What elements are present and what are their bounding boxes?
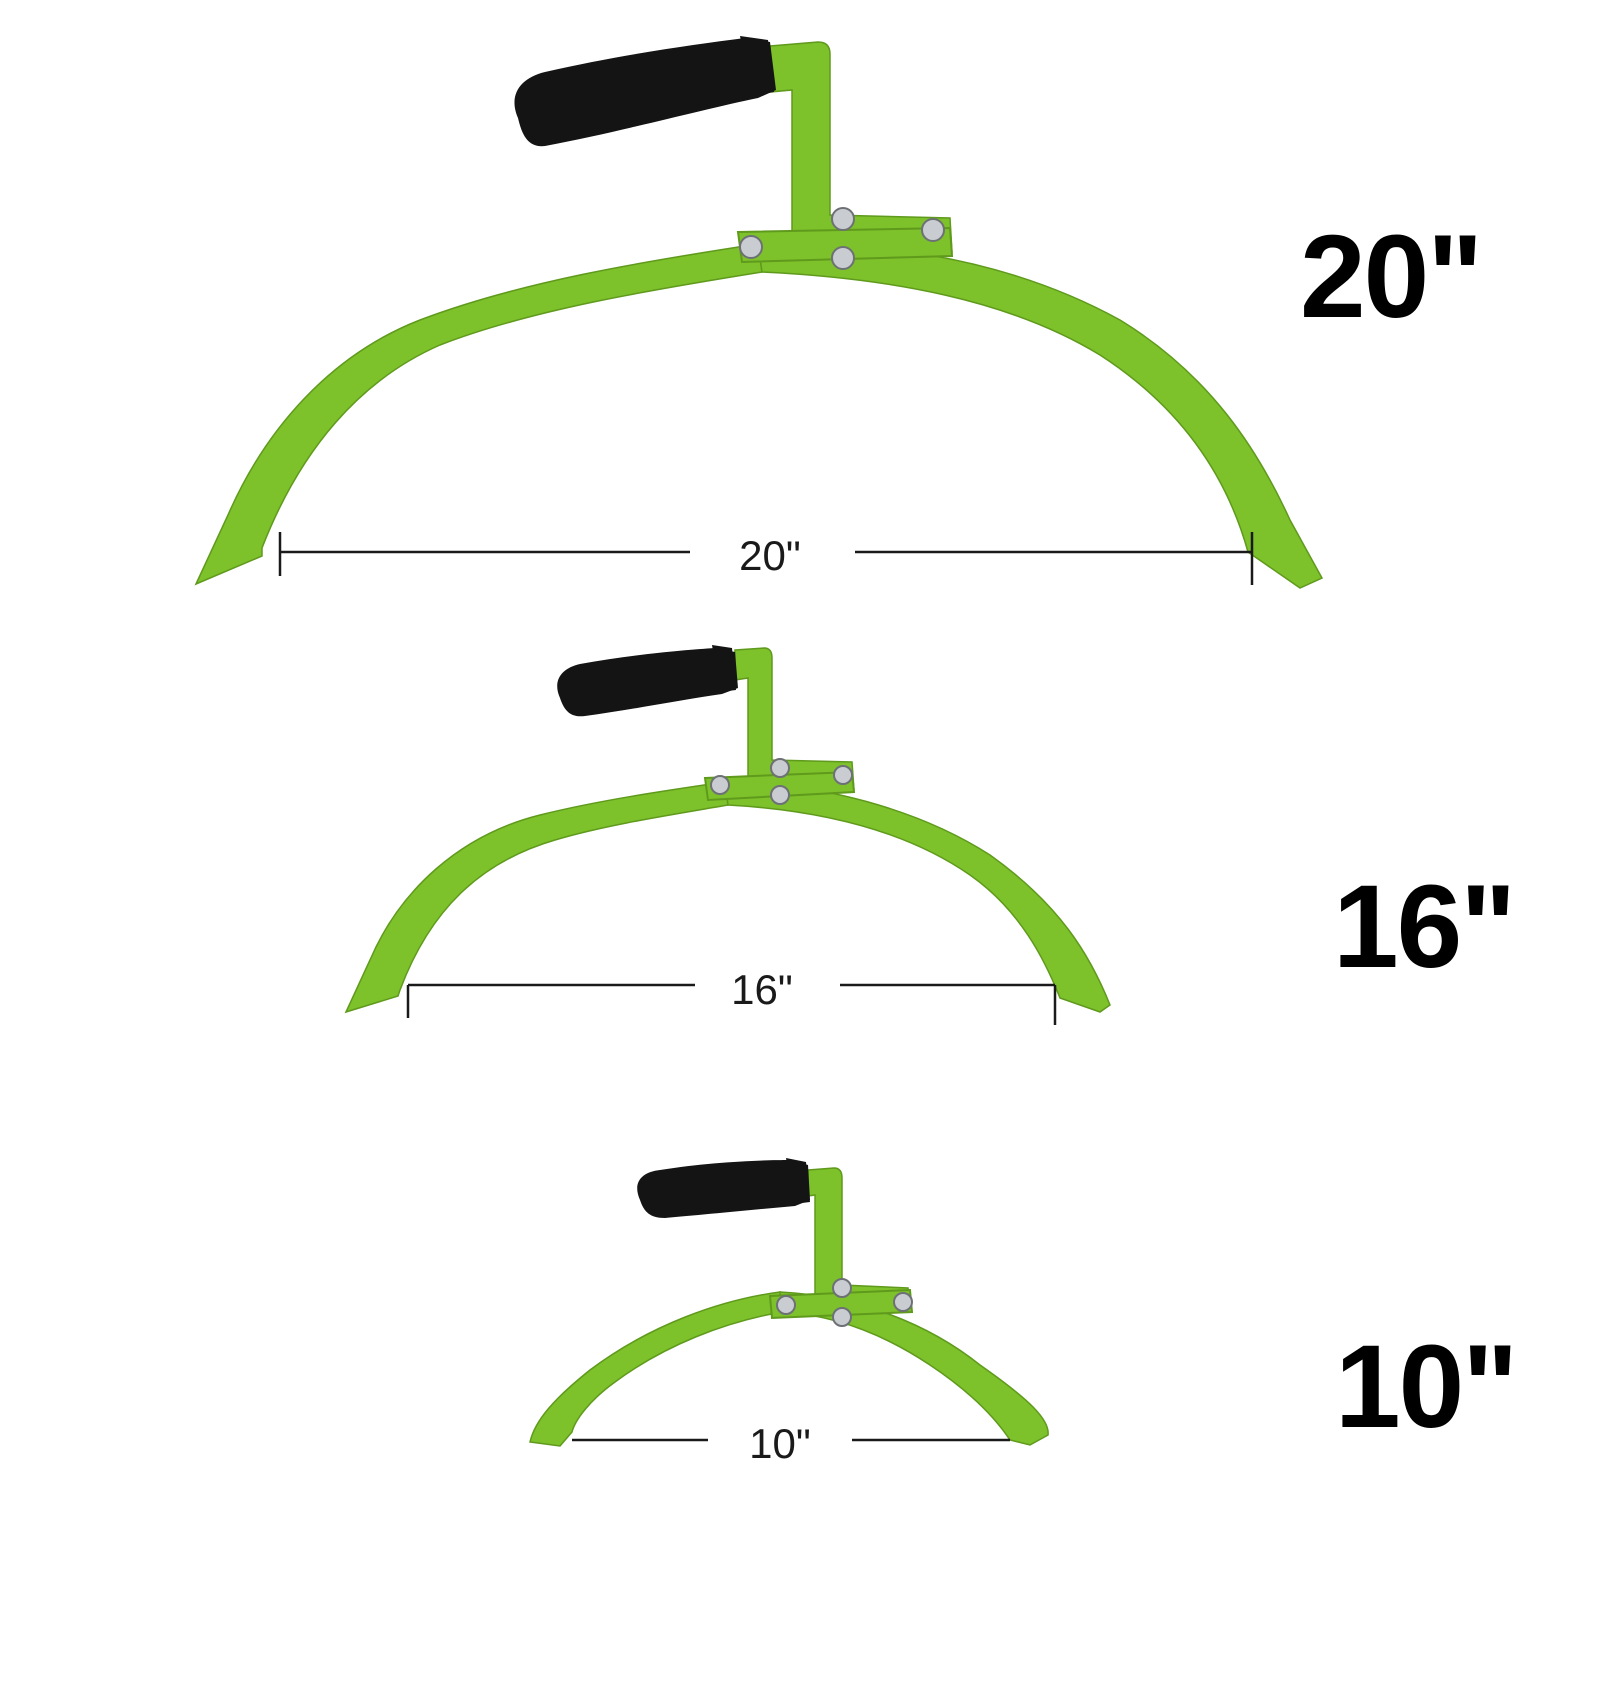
span-label-16: 16"	[731, 966, 793, 1013]
tong-arm-right	[724, 781, 1111, 1013]
grip-handle-icon	[514, 36, 776, 147]
dimension-line-icon	[406, 983, 1057, 1025]
tong-arm-right	[757, 242, 1324, 589]
bolt-icon	[710, 758, 853, 805]
dimension-line-icon	[278, 532, 1254, 585]
tong-arm-left	[529, 1291, 783, 1447]
bolt-icon	[776, 1278, 913, 1327]
size-label-20: 20"	[1300, 211, 1483, 343]
grip-handle-icon	[557, 645, 738, 717]
log-tong-10-inch: 10"	[529, 1158, 1049, 1467]
size-label-10: 10"	[1335, 1321, 1518, 1453]
size-label-16: 16"	[1333, 861, 1516, 993]
log-tong-16-inch: 16"	[344, 645, 1111, 1025]
grip-handle-icon	[637, 1158, 810, 1218]
log-tong-20-inch: 20"	[194, 36, 1324, 589]
pivot-plate	[768, 1288, 914, 1320]
span-label-10: 10"	[749, 1420, 811, 1467]
crank-bracket	[769, 41, 953, 253]
bolt-icon	[739, 207, 945, 270]
span-label-20: 20"	[739, 532, 801, 579]
tong-arm-left	[344, 781, 729, 1014]
